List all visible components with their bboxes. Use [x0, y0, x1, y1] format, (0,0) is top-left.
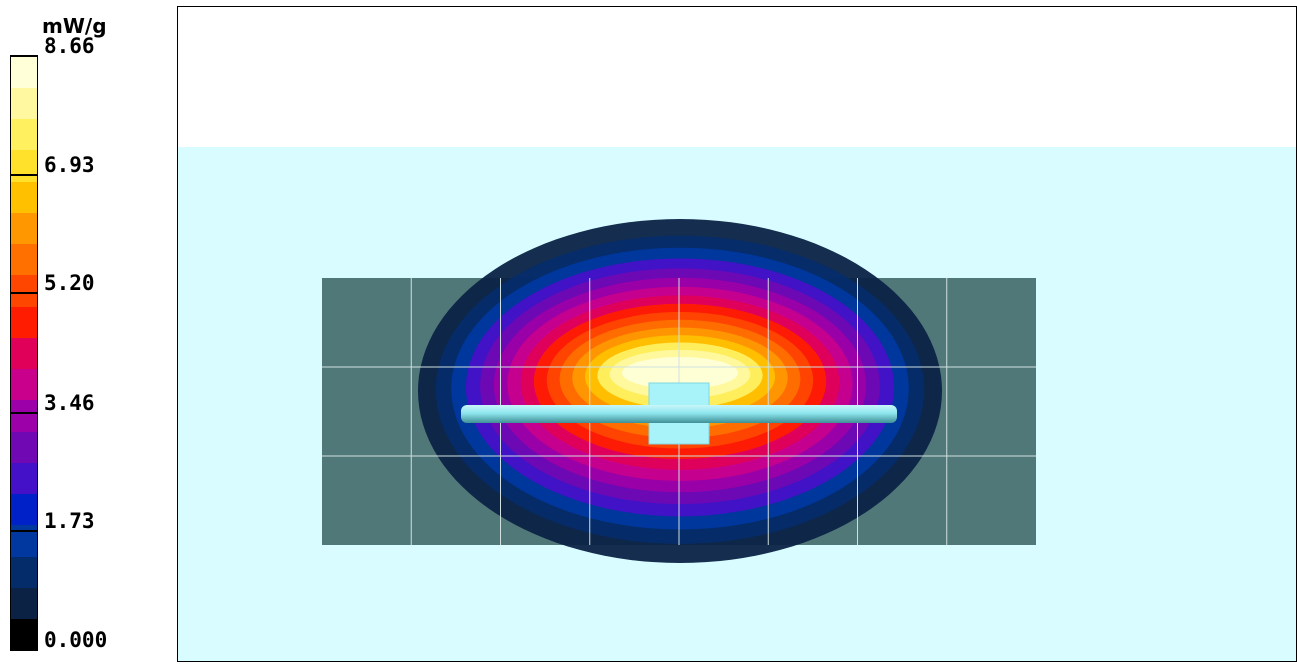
colorbar-swatch — [10, 212, 38, 245]
sar-distribution-svg — [178, 147, 1296, 661]
colorbar-swatch — [10, 431, 38, 463]
colorbar-tick-label: 0.000 — [44, 628, 108, 652]
dipole-antenna-rod — [461, 405, 897, 423]
colorbar-tick-label: 1.73 — [44, 509, 95, 534]
colorbar-legend: mW/g 8.66 6.93 5.20 3.46 1.73 0.000 — [0, 0, 170, 665]
colorbar-tick-mark — [10, 530, 38, 533]
colorbar — [10, 56, 38, 651]
colorbar-swatch — [10, 149, 38, 182]
colorbar-outline — [10, 56, 38, 650]
colorbar-swatch — [10, 274, 38, 307]
colorbar-swatch — [10, 306, 38, 338]
colorbar-tick-mark — [10, 411, 38, 414]
colorbar-swatch — [10, 399, 38, 432]
colorbar-swatch — [10, 618, 38, 651]
colorbar-swatch — [10, 337, 38, 370]
colorbar-tick-label: 3.46 — [44, 390, 95, 415]
colorbar-swatch — [10, 118, 38, 151]
colorbar-tick-label: 8.66 — [44, 34, 95, 58]
colorbar-swatch — [10, 524, 38, 557]
colorbar-tick-mark — [10, 292, 38, 295]
sar-contour-level — [622, 357, 738, 389]
colorbar-tick-mark — [10, 173, 38, 176]
colorbar-swatch — [10, 368, 38, 401]
colorbar-swatch — [10, 181, 38, 213]
sar-plot-area — [177, 6, 1297, 662]
colorbar-tick-label: 5.20 — [44, 271, 95, 296]
colorbar-swatch — [10, 493, 38, 526]
colorbar-swatch — [10, 462, 38, 495]
colorbar-swatch — [10, 243, 38, 276]
colorbar-swatch — [10, 87, 38, 119]
colorbar-tick-label: 6.93 — [44, 152, 95, 177]
colorbar-swatch — [10, 56, 38, 88]
colorbar-unit-label: mW/g — [42, 14, 107, 38]
colorbar-tick-mark — [10, 55, 38, 57]
colorbar-tick-mark — [10, 649, 38, 651]
colorbar-swatch — [10, 587, 38, 620]
colorbar-swatch — [10, 556, 38, 588]
